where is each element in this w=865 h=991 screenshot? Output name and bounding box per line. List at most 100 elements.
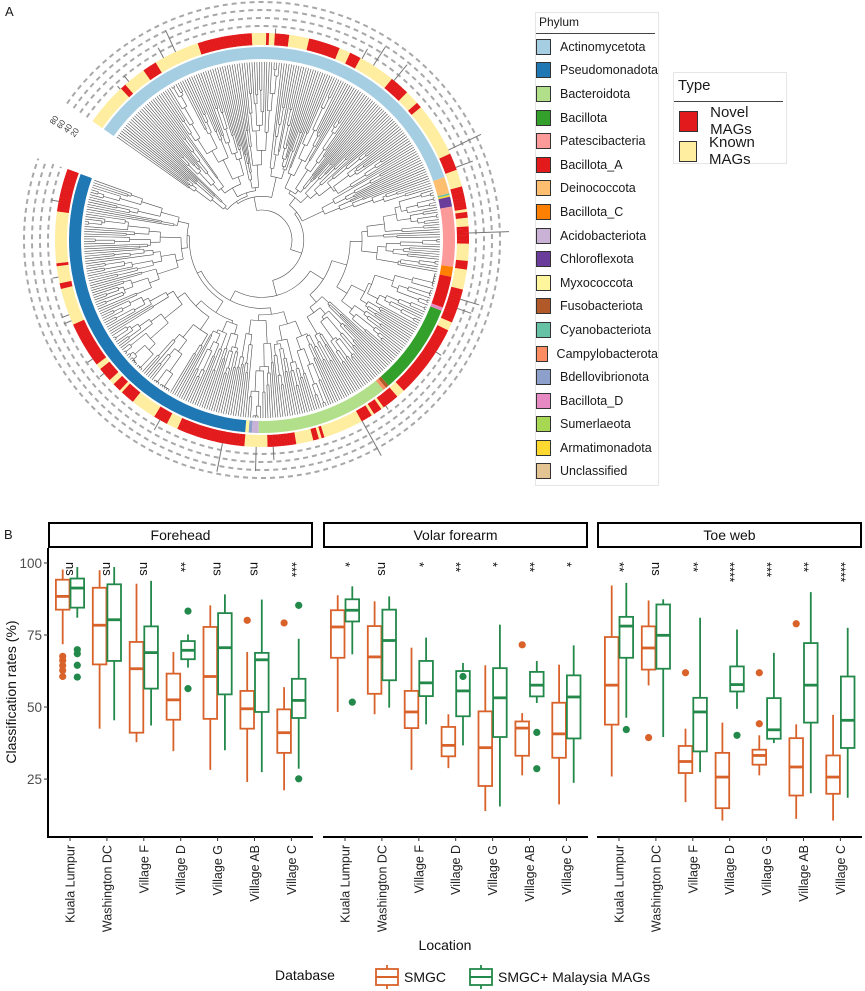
tree-branch-arc bbox=[256, 209, 293, 250]
tree-branch bbox=[380, 342, 398, 357]
legend-swatch bbox=[679, 140, 697, 162]
abundance-bar bbox=[468, 231, 510, 234]
type-ring-cell bbox=[285, 34, 290, 47]
x-tick-label: Village AB bbox=[523, 845, 537, 902]
tree-branch bbox=[96, 273, 118, 280]
box bbox=[840, 675, 856, 749]
tree-branch bbox=[305, 129, 308, 133]
tree-branch bbox=[318, 116, 329, 134]
tree-branch bbox=[351, 178, 366, 188]
tree-branch bbox=[236, 201, 239, 204]
type-ring-cell bbox=[280, 433, 285, 447]
type-ring-cell bbox=[274, 33, 278, 46]
tree-branch bbox=[169, 348, 175, 356]
type-ring-cell bbox=[155, 60, 165, 73]
tree-branch bbox=[131, 194, 143, 200]
tree-branch bbox=[332, 164, 347, 178]
tree-branch bbox=[306, 333, 309, 336]
tree-branch bbox=[369, 175, 381, 182]
legend-swatch bbox=[679, 110, 699, 132]
tree-branch bbox=[176, 258, 184, 262]
tree-branch bbox=[326, 97, 370, 155]
tree-branch-arc bbox=[114, 336, 117, 339]
tree-branch bbox=[244, 117, 247, 131]
type-ring-cell bbox=[453, 276, 466, 282]
tree-branch-arc bbox=[341, 361, 345, 363]
type-ring-cell bbox=[60, 188, 74, 195]
tree-branch bbox=[184, 138, 195, 151]
type-ring-cell bbox=[428, 339, 440, 349]
tree-branch bbox=[210, 370, 216, 383]
type-ring-cell bbox=[196, 424, 203, 438]
tree-branch bbox=[306, 130, 315, 146]
tree-branch bbox=[215, 114, 224, 136]
type-ring-cell bbox=[357, 59, 366, 72]
phylum-legend-item: Bacillota_A bbox=[536, 153, 658, 177]
type-ring-cell bbox=[419, 118, 432, 129]
tree-branch-arc bbox=[409, 302, 412, 306]
type-ring-cell bbox=[291, 432, 297, 445]
type-ring-cell bbox=[362, 405, 372, 418]
type-ring-cell bbox=[438, 151, 451, 159]
tree-branch bbox=[116, 206, 130, 211]
tree-branch bbox=[357, 166, 364, 172]
tree-branch bbox=[235, 366, 238, 378]
tree-branch bbox=[418, 319, 421, 322]
tree-branch bbox=[220, 188, 226, 194]
tree-branch bbox=[319, 186, 332, 197]
tree-branch bbox=[282, 125, 289, 148]
tree-branch bbox=[424, 219, 437, 222]
tree-branch-arc bbox=[223, 358, 225, 360]
tree-branch bbox=[189, 77, 201, 104]
type-ring-cell bbox=[55, 231, 68, 235]
tree-branch-arc bbox=[318, 177, 321, 180]
legend-swatch bbox=[536, 416, 551, 433]
tree-branch bbox=[175, 84, 178, 87]
tree-branch bbox=[206, 372, 219, 410]
tree-branch-arc bbox=[177, 217, 180, 226]
tree-branch bbox=[344, 324, 358, 338]
legend-label: Bdellovibrionota bbox=[560, 370, 649, 385]
tree-branch bbox=[280, 353, 291, 416]
tree-branch bbox=[209, 132, 218, 149]
tree-branch bbox=[178, 340, 187, 352]
tree-branch bbox=[232, 135, 238, 153]
significance-label: ns bbox=[211, 562, 226, 576]
x-tick-label: Village C bbox=[560, 845, 574, 895]
type-ring-cell bbox=[193, 423, 201, 437]
tree-branch bbox=[300, 195, 309, 204]
tree-branch bbox=[265, 132, 267, 151]
tree-branch bbox=[256, 164, 259, 188]
tree-branch-arc bbox=[178, 94, 184, 98]
tree-branch bbox=[234, 334, 239, 348]
tree-branch bbox=[132, 207, 139, 210]
dashed-scale-ring bbox=[47, 24, 477, 455]
tree-branch bbox=[289, 362, 293, 371]
abundance-bar bbox=[435, 351, 442, 356]
box bbox=[69, 577, 86, 609]
tree-branch bbox=[106, 321, 118, 328]
phylum-ring-segment bbox=[248, 420, 253, 433]
type-ring-cell bbox=[444, 167, 457, 174]
facet-strip-title: Toe web bbox=[703, 527, 755, 543]
legend-swatch bbox=[536, 439, 551, 456]
type-ring-cell bbox=[386, 80, 397, 92]
tree-branch bbox=[153, 251, 161, 253]
tree-branch bbox=[220, 139, 229, 158]
type-ring-cell bbox=[325, 423, 333, 436]
tree-branch bbox=[202, 71, 214, 103]
box bbox=[803, 642, 819, 724]
tree-branch bbox=[195, 183, 214, 199]
tree-branch-arc bbox=[303, 372, 306, 374]
tree-branch bbox=[242, 357, 244, 365]
legend-label: Novel MAGs bbox=[710, 104, 752, 138]
type-ring-cell bbox=[66, 169, 79, 176]
box bbox=[514, 720, 530, 757]
tree-branch bbox=[333, 189, 337, 192]
type-ring-cell bbox=[125, 82, 136, 94]
panel-a-label: A bbox=[5, 4, 14, 19]
tree-branch bbox=[310, 270, 324, 280]
tree-branch bbox=[156, 96, 205, 161]
phylum-legend-item: Unclassified bbox=[536, 460, 658, 484]
abundance-bar bbox=[361, 420, 382, 456]
